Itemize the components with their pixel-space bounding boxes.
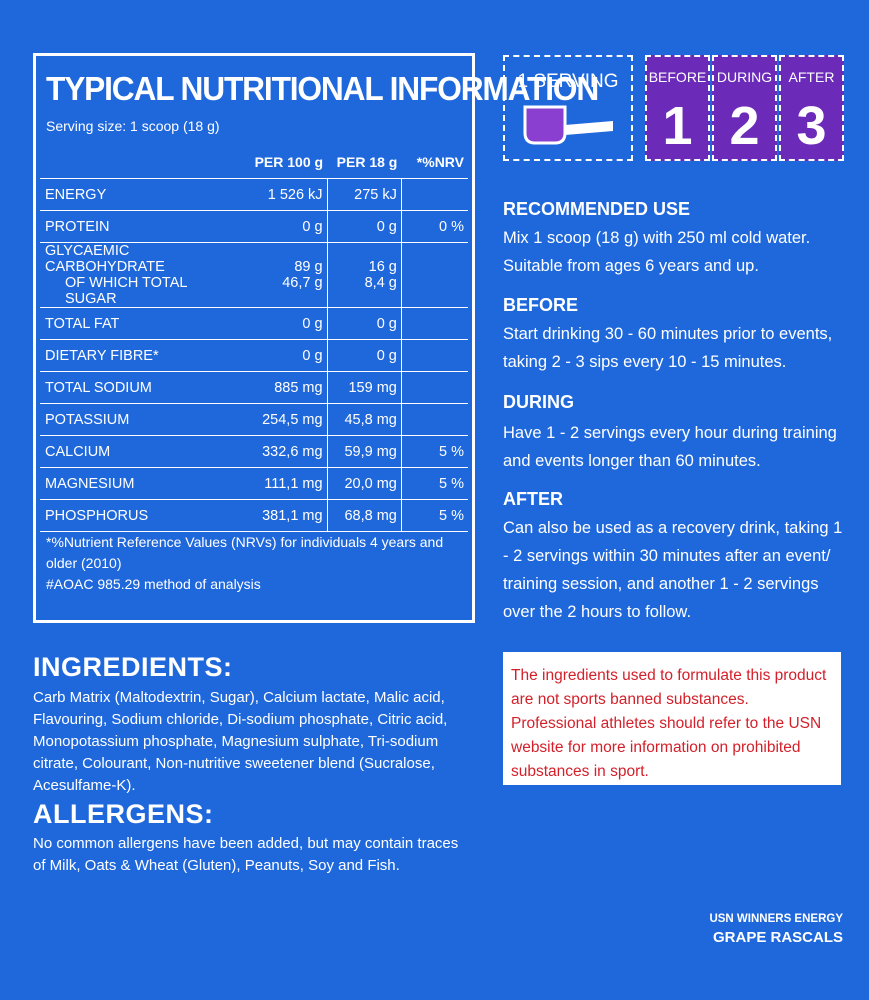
nutrient-name: TOTAL FAT: [40, 307, 234, 340]
nrv-value: 5 %: [401, 435, 468, 468]
during-text: Have 1 - 2 servings every hour during tr…: [503, 424, 837, 470]
flavour-name: GRAPE RASCALS: [712, 929, 843, 946]
per-100g-value: 0 g: [233, 339, 328, 372]
per-18g-value: 16 g: [368, 259, 397, 275]
table-row: MAGNESIUM 111,1 mg 20,0 mg 5 %: [40, 467, 468, 500]
nutrient-name: CALCIUM: [40, 435, 234, 468]
nutrition-table: PER 100 g PER 18 g *%NRV ENERGY 1 526 kJ…: [40, 152, 468, 532]
timing-label: DURING: [716, 69, 773, 85]
banned-substances-notice: The ingredients used to formulate this p…: [503, 652, 841, 785]
per-100g-value: 89 g: [294, 259, 323, 275]
header-nrv: *%NRV: [416, 154, 464, 170]
nutrient-name: PROTEIN: [40, 210, 234, 243]
per-18g-value: 275 kJ: [327, 178, 402, 211]
serving-label: 1 SERVING: [517, 71, 619, 92]
per-18g-value: 59,9 mg: [327, 435, 402, 468]
nutrient-name: MAGNESIUM: [40, 467, 234, 500]
nrv-value: [401, 403, 468, 436]
serving-graphic: 1 SERVING: [503, 55, 633, 161]
timing-during-box: DURING 2: [712, 55, 777, 161]
timing-before-box: BEFORE 1: [645, 55, 710, 161]
timing-number: 3: [796, 96, 827, 156]
header-per-18g: PER 18 g: [336, 154, 398, 170]
timing-after-box: AFTER 3: [779, 55, 844, 161]
per-100g-sub-value: 46,7 g: [282, 275, 323, 291]
timing-label: AFTER: [788, 69, 835, 85]
nutrient-name: DIETARY FIBRE*: [40, 339, 234, 372]
nutrient-name: PHOSPHORUS: [40, 499, 234, 532]
ingredients-heading: INGREDIENTS:: [33, 652, 233, 682]
per-100g-value: 332,6 mg: [233, 435, 328, 468]
per-100g-value: 111,1 mg: [233, 467, 328, 500]
recommended-use-text: Mix 1 scoop (18 g) with 250 ml cold wate…: [503, 229, 811, 275]
after-heading: AFTER: [503, 489, 563, 509]
nrv-value: 5 %: [401, 467, 468, 500]
timing-number: 2: [729, 96, 760, 156]
nutrient-name: TOTAL SODIUM: [40, 371, 234, 404]
per-18g-value: 0 g: [327, 210, 402, 243]
nrv-value: [401, 307, 468, 340]
nrv-value: [401, 339, 468, 372]
nrv-footnote: *%Nutrient Reference Values (NRVs) for i…: [46, 534, 444, 571]
brand-line: USN WINNERS ENERGY: [709, 913, 843, 925]
during-heading: DURING: [503, 392, 574, 412]
per-100g-value: 254,5 mg: [233, 403, 328, 436]
table-row: CALCIUM 332,6 mg 59,9 mg 5 %: [40, 435, 468, 468]
per-18g-value: 159 mg: [327, 371, 402, 404]
table-row: TOTAL FAT 0 g 0 g: [40, 307, 468, 340]
table-row: GLYCAEMIC CARBOHYDRATE OF WHICH TOTAL SU…: [40, 242, 468, 308]
timing-label: BEFORE: [648, 69, 707, 85]
nrv-value: [401, 242, 468, 308]
table-row: POTASSIUM 254,5 mg 45,8 mg: [40, 403, 468, 436]
scoop-icon: [523, 105, 613, 145]
allergens-heading: ALLERGENS:: [33, 799, 214, 829]
allergens-text: No common allergens have been added, but…: [33, 835, 459, 874]
nrv-value: 5 %: [401, 499, 468, 532]
per-18g-value: 45,8 mg: [327, 403, 402, 436]
nutrient-subname: OF WHICH TOTAL SUGAR: [65, 275, 187, 307]
after-text: Can also be used as a recovery drink, ta…: [503, 519, 843, 621]
per-18g-sub-value: 8,4 g: [364, 275, 397, 291]
serving-size: Serving size: 1 scoop (18 g): [46, 118, 220, 134]
table-row: DIETARY FIBRE* 0 g 0 g: [40, 339, 468, 372]
nutrient-name: ENERGY: [40, 178, 234, 211]
recommended-use-heading: RECOMMENDED USE: [503, 199, 691, 219]
nrv-value: [401, 178, 468, 211]
before-text: Start drinking 30 - 60 minutes prior to …: [503, 325, 833, 371]
table-row: PHOSPHORUS 381,1 mg 68,8 mg 5 %: [40, 499, 468, 532]
per-100g-value: 885 mg: [233, 371, 328, 404]
per-100g-value: 0 g: [233, 210, 328, 243]
timing-number: 1: [662, 96, 693, 156]
nutrition-panel: TYPICAL NUTRITIONAL INFORMATION Serving …: [33, 53, 599, 623]
nutrition-title: TYPICAL NUTRITIONAL INFORMATION: [46, 70, 599, 107]
per-100g-value: 381,1 mg: [233, 499, 328, 532]
per-18g-value: 68,8 mg: [327, 499, 402, 532]
before-heading: BEFORE: [503, 295, 579, 315]
table-header-row: PER 100 g PER 18 g *%NRV: [40, 152, 468, 179]
per-18g-value: 0 g: [327, 339, 402, 372]
nrv-value: 0 %: [401, 210, 468, 243]
per-100g-value: 1 526 kJ: [233, 178, 328, 211]
per-18g-value: 20,0 mg: [327, 467, 402, 500]
nutrient-name: POTASSIUM: [40, 403, 234, 436]
nrv-value: [401, 371, 468, 404]
table-row: PROTEIN 0 g 0 g 0 %: [40, 210, 468, 243]
per-100g-value: 0 g: [233, 307, 328, 340]
header-per-100g: PER 100 g: [254, 154, 324, 170]
product-label: USN WINNERS ENERGY GRAPE RASCALS: [709, 913, 843, 946]
aoac-footnote: #AOAC 985.29 method of analysis: [46, 576, 261, 592]
per-18g-value: 0 g: [327, 307, 402, 340]
ingredients-text: Carb Matrix (Maltodextrin, Sugar), Calci…: [33, 689, 448, 794]
table-row: TOTAL SODIUM 885 mg 159 mg: [40, 371, 468, 404]
nutrition-footnotes: *%Nutrient Reference Values (NRVs) for i…: [46, 532, 464, 595]
nutrient-name: GLYCAEMIC CARBOHYDRATE: [45, 243, 165, 275]
table-row: ENERGY 1 526 kJ 275 kJ: [40, 178, 468, 211]
